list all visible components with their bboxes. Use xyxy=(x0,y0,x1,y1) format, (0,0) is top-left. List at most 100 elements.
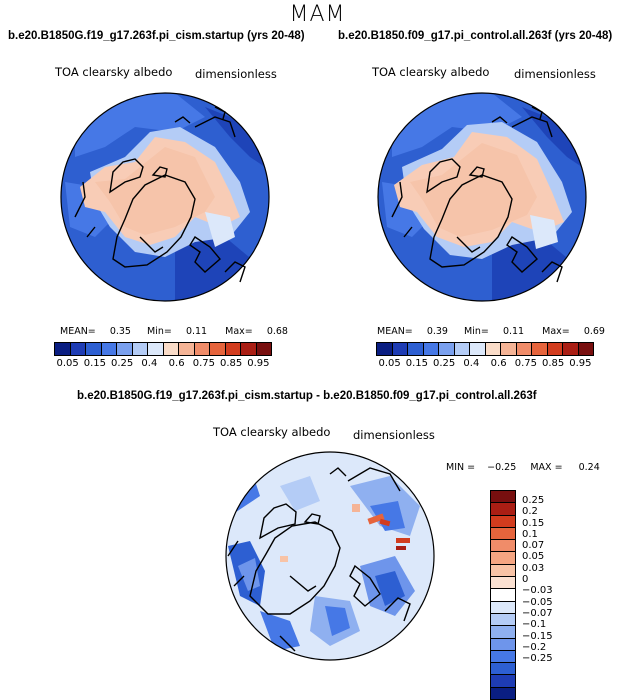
panel-2-colorbar-swatch xyxy=(546,343,562,355)
panel-2-colorbar-tick-label: 0.15 xyxy=(405,358,428,369)
panel-1-variable-label: TOA clearsky albedo xyxy=(55,65,173,79)
panel-2-colorbar-swatch xyxy=(422,343,438,355)
panel-1-colorbar-tick-label: 0.25 xyxy=(110,358,134,369)
panel-1-colorbar-tick-label: 0.4 xyxy=(141,358,158,369)
panel-3-colorbar-swatch xyxy=(491,502,515,515)
panel-3-colorbar-tick-label: −0.2 xyxy=(522,641,547,653)
panel-1-colorbar-tick-label: 0.75 xyxy=(192,358,215,369)
panel-1-stats: MEAN= 0.35 Min= 0.11 Max= 0.68 xyxy=(60,326,288,337)
difference-title: b.e20.B1850G.f19_g17.263f.pi_cism.startu… xyxy=(77,390,537,402)
panel-2-mean-value: 0.39 xyxy=(426,326,448,337)
panel-2-colorbar-swatch xyxy=(562,343,578,355)
panel-3-max-value: 0.24 xyxy=(578,462,600,473)
panel-3-colorbar-swatch xyxy=(491,576,515,589)
panel-2-units-label: dimensionless xyxy=(514,67,596,81)
panel-3-colorbar-tick-label: −0.15 xyxy=(522,630,553,642)
panel-1-colorbar-tick-label: 0.85 xyxy=(219,358,243,369)
panel-2-colorbar-swatch xyxy=(500,343,516,355)
panel-3-colorbar-swatch xyxy=(491,686,515,700)
panel-2-colorbar-swatch xyxy=(453,343,469,355)
panel-2-colorbar-tick-label: 0.95 xyxy=(569,358,592,369)
panel-1-colorbar-swatch xyxy=(116,343,132,355)
panel-2-max-value: 0.69 xyxy=(583,326,605,337)
panel-2-colorbar-tick-label: 0.6 xyxy=(490,358,507,369)
panel-1-colorbar-swatch xyxy=(178,343,194,355)
panel-1-colorbar-tick-label: 0.05 xyxy=(56,358,79,369)
panel-2-map xyxy=(377,92,587,302)
panel-3-colorbar-tick-label: 0.25 xyxy=(522,495,545,506)
panel-1-units-label: dimensionless xyxy=(195,67,277,81)
panel-3-colorbar-labels: 0.25 0.2 0.15 0.1 0.07 0.05 0.03 0 −0.03 −0.05 −0.… xyxy=(522,490,553,664)
panel-3-variable-label: TOA clearsky albedo xyxy=(213,425,331,439)
panel-3-colorbar-tick-label: 0.2 xyxy=(522,506,538,518)
panel-1-colorbar-swatch xyxy=(100,343,116,355)
panel-2-variable-label: TOA clearsky albedo xyxy=(372,65,490,79)
panel-1-colorbar-swatch xyxy=(55,343,70,355)
panel-1-colorbar-tick-label: 0.95 xyxy=(247,358,270,369)
panel-1-mean-value: 0.35 xyxy=(109,326,131,337)
season-title: MAM xyxy=(289,2,346,27)
panel-1-max-value: 0.68 xyxy=(266,326,288,337)
panel-2-stats: MEAN= 0.39 Min= 0.11 Max= 0.69 xyxy=(377,326,605,337)
panel-2-colorbar-swatch xyxy=(515,343,531,355)
panel-1-colorbar-swatch xyxy=(209,343,225,355)
panel-2-colorbar-tick-label: 0.75 xyxy=(514,358,537,369)
panel-2-colorbar-swatch xyxy=(377,343,392,355)
panel-3-colorbar-swatch xyxy=(491,649,515,663)
panel-3-colorbar-swatch xyxy=(491,563,515,577)
panel-2-colorbar-labels: 0.05 0.15 0.25 0.4 0.6 0.75 0.85 0.95 xyxy=(376,358,594,369)
panel-2-colorbar-swatch xyxy=(438,343,454,355)
panel-2-title: b.e20.B1850.f09_g17.pi_control.all.263f … xyxy=(338,30,613,42)
panel-2-min-label: Min= xyxy=(464,326,489,337)
panel-1-colorbar-swatch xyxy=(224,343,240,355)
panel-3-min-label: MIN = xyxy=(446,462,476,473)
panel-3-colorbar-tick-label: −0.05 xyxy=(522,596,553,608)
panel-1-colorbar-tick-label: 0.15 xyxy=(83,358,106,369)
panel-1-colorbar-swatch xyxy=(240,343,256,355)
panel-3-colorbar-tick-label: −0.1 xyxy=(522,619,547,631)
panel-3-colorbar-swatch xyxy=(491,491,515,503)
panel-3-map xyxy=(225,451,435,661)
panel-1-colorbar-swatch xyxy=(131,343,147,355)
panel-2-colorbar-swatch xyxy=(469,343,485,355)
panel-2-min-value: 0.11 xyxy=(502,326,525,337)
panel-1-colorbar xyxy=(54,342,272,356)
panel-3-colorbar-swatch xyxy=(491,588,515,601)
panel-2-colorbar-swatch xyxy=(577,343,593,355)
panel-1-mean-label: MEAN= xyxy=(60,326,96,337)
panel-2-colorbar-tick-label: 0.4 xyxy=(463,358,480,369)
panel-1-max-label: Max= xyxy=(225,326,253,337)
panel-3-colorbar-tick-label: 0.15 xyxy=(522,517,545,529)
panel-2-colorbar-swatch xyxy=(407,343,423,355)
panel-3-colorbar-tick-label: −0.03 xyxy=(522,585,553,597)
panel-2-max-label: Max= xyxy=(542,326,570,337)
panel-1-min-label: Min= xyxy=(147,326,172,337)
panel-3-colorbar-tick-label: 0 xyxy=(522,574,529,586)
panel-3-colorbar-swatch xyxy=(491,625,515,638)
panel-1-min-value: 0.11 xyxy=(185,326,208,337)
panel-2-colorbar-tick-label: 0.25 xyxy=(432,358,456,369)
panel-2-colorbar-swatch xyxy=(484,343,500,355)
panel-2-mean-label: MEAN= xyxy=(377,326,413,337)
panel-3-colorbar-tick-label: 0.03 xyxy=(522,562,545,574)
panel-3-max-label: MAX = xyxy=(530,462,563,473)
panel-2-colorbar-swatch xyxy=(391,343,407,355)
panel-1-colorbar-swatch xyxy=(85,343,101,355)
panel-1-map xyxy=(60,92,270,302)
panel-2-colorbar-tick-label: 0.85 xyxy=(541,358,565,369)
panel-3-colorbar-swatch xyxy=(491,637,515,650)
panel-1-colorbar-swatch xyxy=(69,343,85,355)
panel-3-colorbar-tick-label: 0.05 xyxy=(522,551,545,563)
panel-2-colorbar xyxy=(376,342,594,356)
panel-3-colorbar xyxy=(490,490,516,700)
panel-3-stats: MIN = −0.25 MAX = 0.24 xyxy=(446,462,600,473)
panel-3-colorbar-tick-label: 0.07 xyxy=(522,540,545,552)
panel-2-colorbar-swatch xyxy=(531,343,547,355)
panel-3-colorbar-swatch xyxy=(491,539,515,552)
panel-2-colorbar-tick-label: 0.05 xyxy=(378,358,401,369)
panel-1-colorbar-swatch xyxy=(193,343,209,355)
panel-1-colorbar-swatch xyxy=(162,343,178,355)
panel-3-units-label: dimensionless xyxy=(353,428,435,442)
panel-3-colorbar-swatch xyxy=(491,674,515,687)
panel-3-colorbar-swatch xyxy=(491,612,515,626)
